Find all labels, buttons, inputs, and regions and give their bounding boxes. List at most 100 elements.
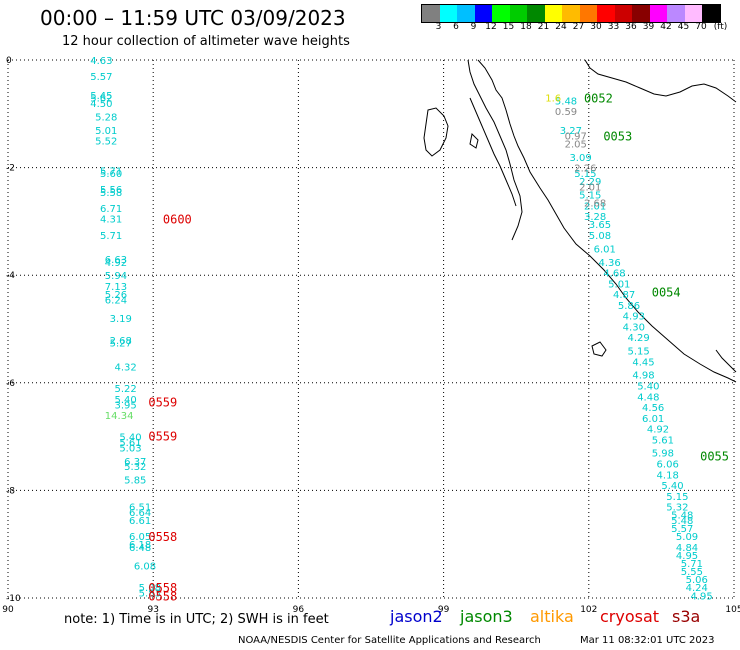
wave-height-value: 4.92 <box>105 258 127 269</box>
legend-label: 45 <box>677 22 690 32</box>
legend-swatch <box>597 5 615 22</box>
island-small <box>469 132 479 149</box>
wave-height-value: 5.06 <box>686 575 708 586</box>
wave-height-value: 6.24 <box>105 295 127 306</box>
wave-height-value: 2.05 <box>565 139 587 150</box>
satellite-jason3: jason3 <box>460 607 513 626</box>
satellite-jason2: jason2 <box>390 607 443 626</box>
east-coast-south <box>715 349 737 373</box>
legend-label: 30 <box>590 22 602 32</box>
legend-swatch <box>562 5 580 22</box>
wave-height-value: 4.36 <box>598 258 620 269</box>
wave-height-value: 5.03 <box>119 443 141 454</box>
wave-height-value: 4.84 <box>676 543 698 554</box>
pass-time-label: 0558 <box>148 589 177 603</box>
wave-height-value: 6.18 <box>129 540 151 551</box>
legend-swatch <box>527 5 545 22</box>
legend-swatch <box>684 5 702 22</box>
legend-label: 12 <box>485 22 497 32</box>
wave-height-value: 6.37 <box>124 457 146 468</box>
wave-height-value: 3.27 <box>560 126 582 137</box>
wave-height-value: 5.01 <box>95 126 117 137</box>
wave-height-value: 4.30 <box>623 322 645 333</box>
wave-height-value: 5.08 <box>589 231 611 242</box>
wave-height-value: 14.34 <box>105 411 134 422</box>
wave-height-value: 6.64 <box>129 508 151 519</box>
wave-height-value: 5.71 <box>100 231 122 242</box>
wave-height-value: 4.93 <box>623 312 645 323</box>
east-coast-north <box>584 59 737 103</box>
wave-height-value: 2.68 <box>110 336 132 347</box>
legend-label: 15 <box>502 22 515 32</box>
wave-height-value: 4.29 <box>628 333 650 344</box>
legend-swatch <box>457 5 475 22</box>
x-tick-label: 96 <box>293 605 305 615</box>
legend-label: 39 <box>642 22 655 32</box>
wave-height-value: 5.40 <box>114 395 136 406</box>
wave-height-value: 6.63 <box>105 255 127 266</box>
wave-height-value: 6.01 <box>594 244 616 255</box>
pass-time-label: 0054 <box>652 285 681 299</box>
pass-time-label: 0600 <box>163 213 192 227</box>
legend-swatch <box>492 5 510 22</box>
wave-height-value: 5.48 <box>555 96 577 107</box>
wave-height-value: 5.15 <box>666 492 688 503</box>
wave-height-value: 4.95 <box>690 591 712 602</box>
wave-height-value: 7.13 <box>105 282 127 293</box>
wave-height-value: 5.61 <box>119 438 141 449</box>
legend-label: 9 <box>470 22 477 32</box>
wave-height-value: 5.86 <box>618 301 640 312</box>
pass-time-label: 0558 <box>148 581 177 595</box>
wave-height-value: 6.48 <box>129 543 151 554</box>
wave-height-value: 5.28 <box>95 112 117 123</box>
wave-height-value: 2.29 <box>579 177 601 188</box>
x-tick-label: 90 <box>2 605 14 615</box>
wave-height-value: 5.45 <box>90 91 112 102</box>
legend-label: 3 <box>435 22 442 32</box>
legend-label: (ft) <box>713 22 728 32</box>
wave-height-value: 5.60 <box>100 169 122 180</box>
satellite-cryosat: cryosat <box>600 607 660 626</box>
pass-time-label: 0558 <box>148 530 177 544</box>
pass-time-label: 0559 <box>148 430 177 444</box>
wave-height-value: 4.24 <box>686 583 708 594</box>
wave-height-value: 5.40 <box>637 381 659 392</box>
wave-height-value: 6.71 <box>100 204 122 215</box>
wave-height-value: 5.52 <box>95 137 117 148</box>
x-tick-label: 93 <box>147 605 158 615</box>
wave-height-value: 5.15 <box>628 347 650 358</box>
wave-height-value: 5.15 <box>574 169 596 180</box>
y-tick-label: 0 <box>6 56 12 66</box>
wave-height-value: 3.95 <box>114 400 136 411</box>
legend-label: 24 <box>555 22 567 32</box>
coastline <box>423 59 737 383</box>
legend-swatch <box>614 5 632 22</box>
legend-label: 21 <box>537 22 550 32</box>
wave-height-value: 4.32 <box>114 363 136 374</box>
pass-time-label: 0055 <box>700 449 729 463</box>
y-tick-label: -10 <box>6 594 21 604</box>
mainland-coast <box>477 59 737 383</box>
wave-height-value: 5.57 <box>671 524 693 535</box>
wave-height-value: 6.08 <box>134 562 156 573</box>
satellite-altika: altika <box>530 607 574 626</box>
legend-swatch <box>702 5 720 22</box>
wave-height-value: 5.32 <box>666 503 688 514</box>
wave-height-value: 4.45 <box>632 357 654 368</box>
wave-height-value: 1.6 <box>545 94 561 105</box>
wave-height-value: 5.09 <box>676 532 698 543</box>
wave-height-value: 5.32 <box>124 462 146 473</box>
wave-height-value: 4.68 <box>603 269 625 280</box>
wave-height-value: 6.61 <box>129 516 151 527</box>
legend-swatch <box>667 5 685 22</box>
pass-time-label: 0559 <box>148 396 177 410</box>
wave-height-value: 3.65 <box>589 220 611 231</box>
legend-swatch <box>579 5 597 22</box>
x-tick-label: 99 <box>438 605 450 615</box>
legend-swatch <box>544 5 562 22</box>
legend-label: 33 <box>607 22 620 32</box>
wave-height-value: 4.87 <box>613 290 635 301</box>
legend-label: 70 <box>695 22 707 32</box>
x-tick-label: 102 <box>580 605 597 615</box>
wave-height-value: 5.22 <box>114 384 136 395</box>
